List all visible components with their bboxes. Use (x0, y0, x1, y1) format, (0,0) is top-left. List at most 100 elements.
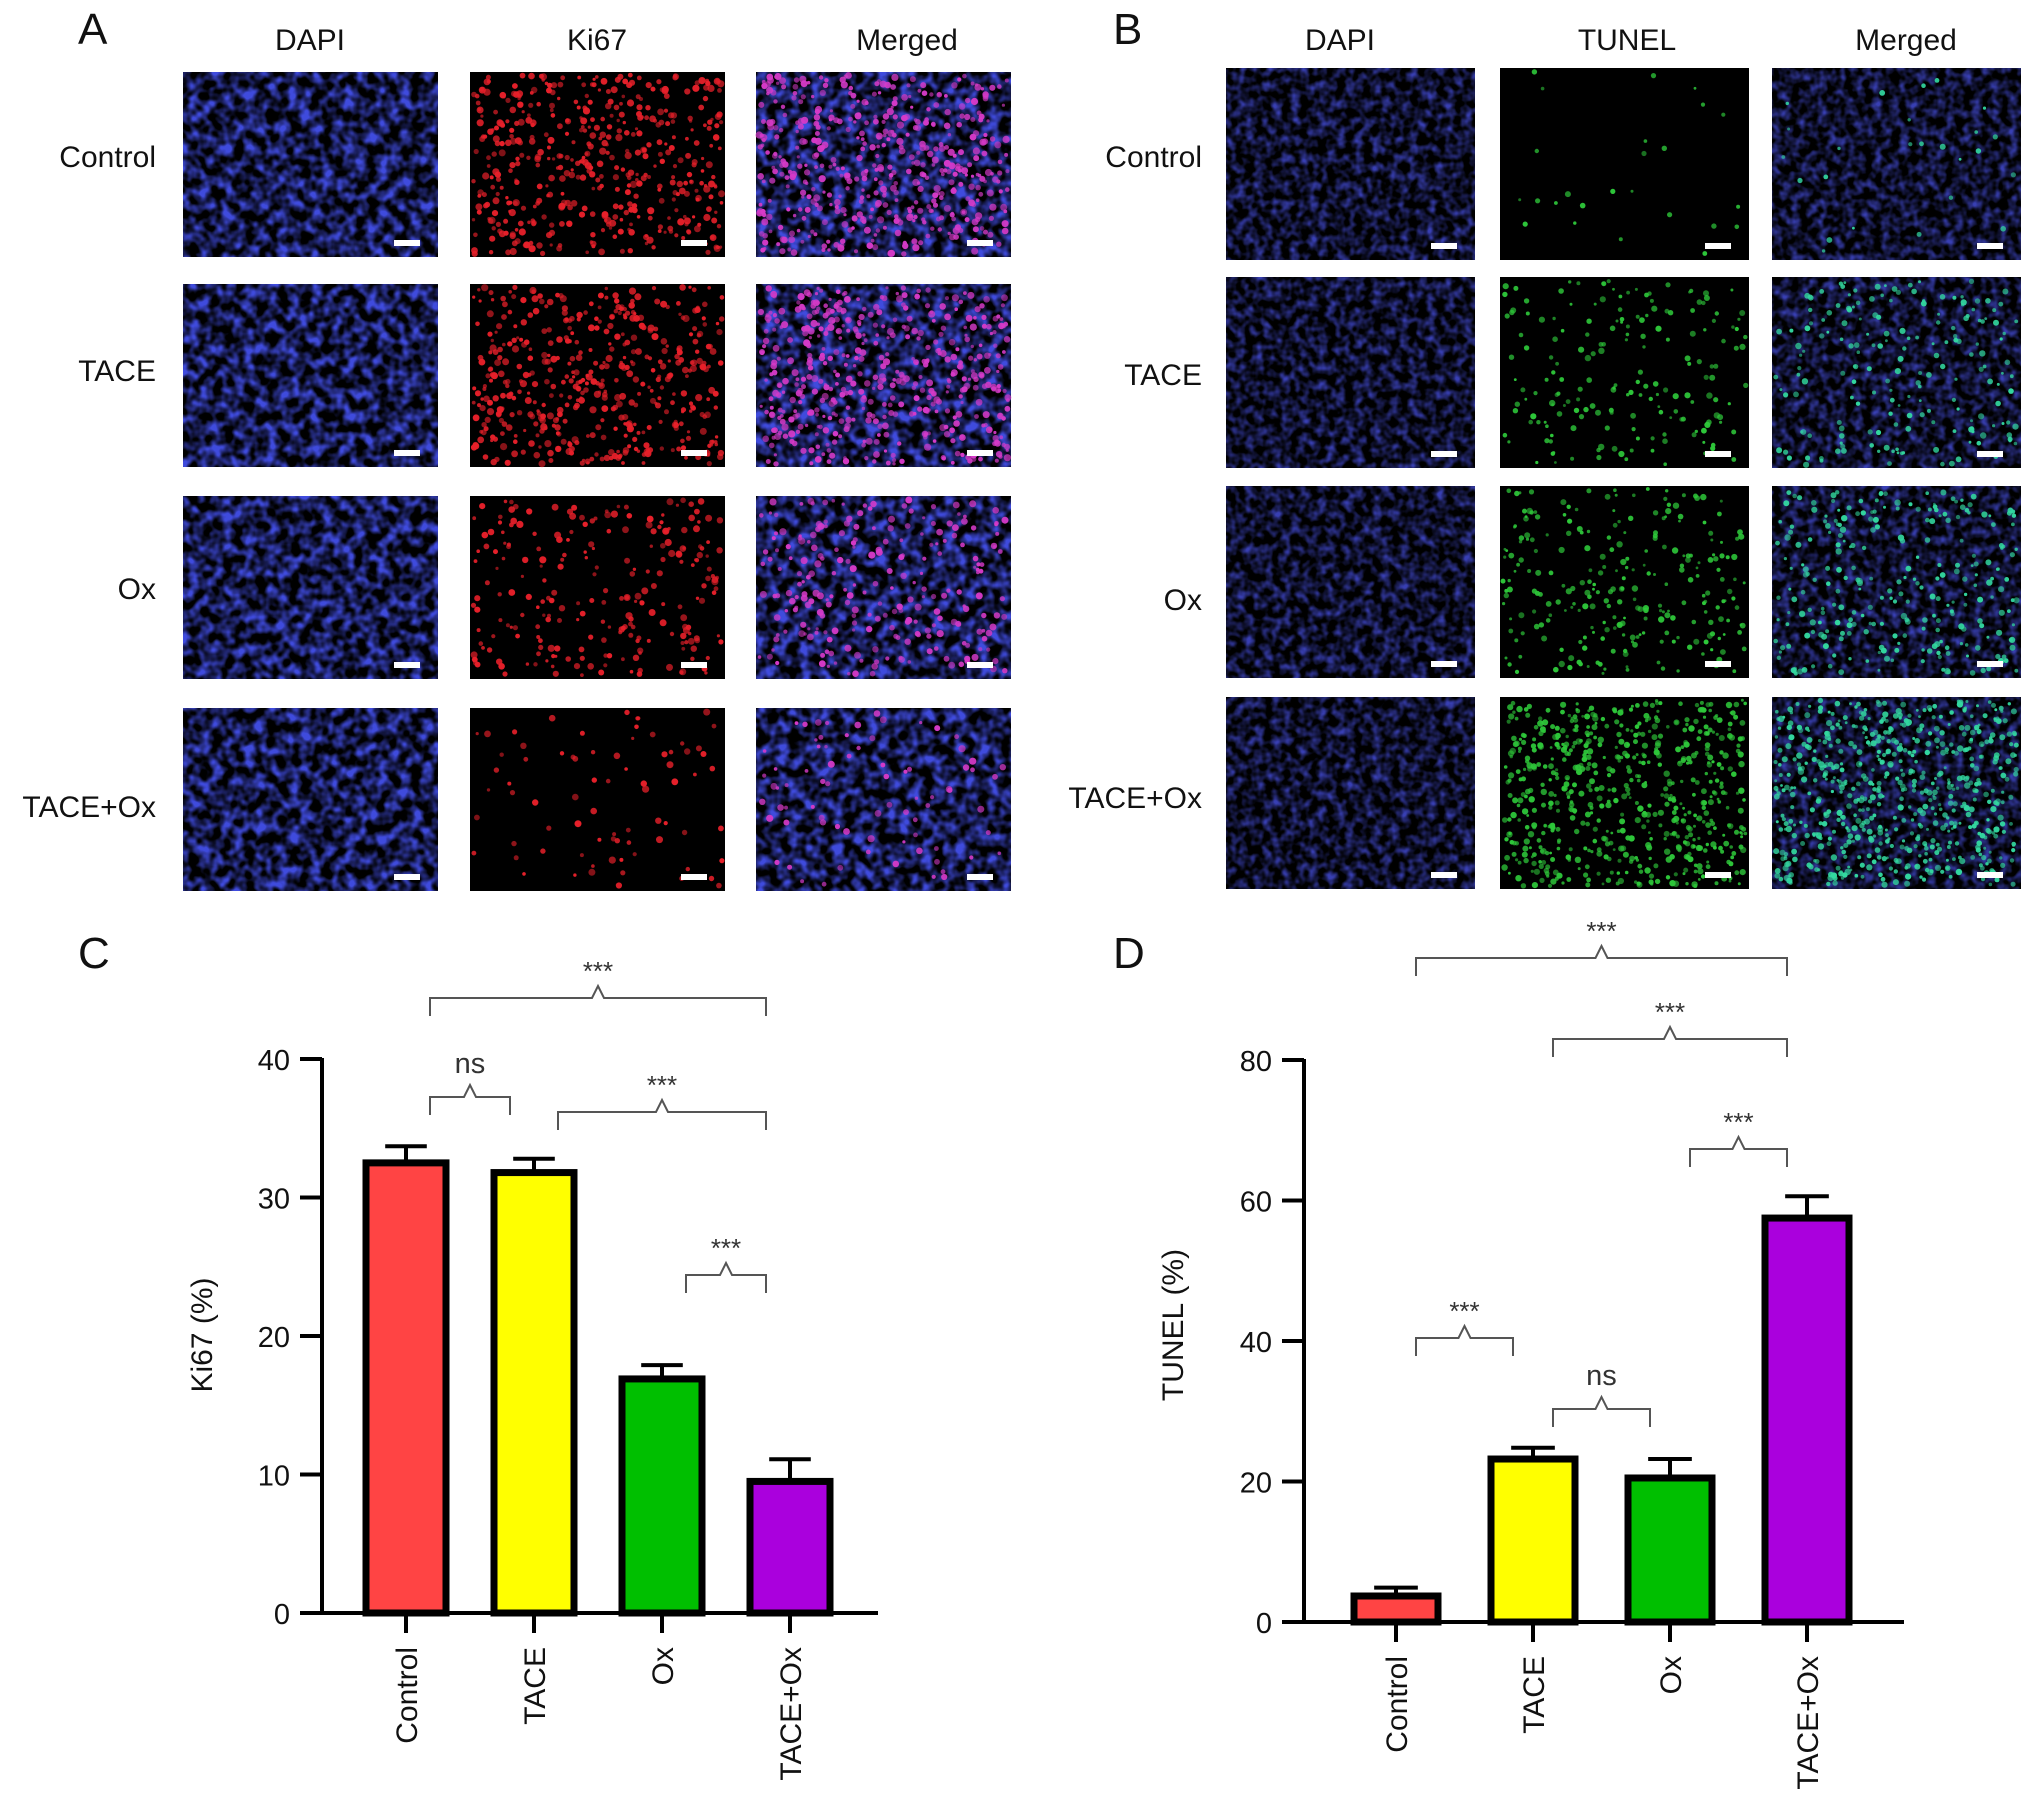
stain-spot (915, 119, 921, 125)
stain-spot (1932, 820, 1939, 826)
stain-spot (593, 124, 601, 131)
stain-spot (769, 411, 775, 417)
stain-spot (875, 333, 879, 337)
stain-spot (984, 367, 991, 374)
stain-spot (1548, 355, 1554, 360)
stain-spot (1595, 409, 1601, 416)
stain-spot (1667, 796, 1673, 802)
stain-spot (1808, 864, 1814, 870)
stain-spot (650, 583, 657, 589)
stain-spot (536, 546, 542, 552)
stain-spot (1632, 641, 1638, 648)
stain-spot (771, 536, 776, 541)
stain-spot (940, 455, 946, 461)
stain-spot (890, 129, 895, 134)
stain-spot (970, 81, 975, 86)
stain-spot (1554, 741, 1560, 748)
stain-spot (685, 866, 690, 872)
stain-spot (1609, 547, 1615, 553)
panel-letter-a: A (78, 5, 108, 54)
stain-spot (1973, 561, 1979, 567)
stain-spot (1872, 390, 1876, 395)
stain-spot (788, 169, 792, 174)
stain-spot (827, 355, 833, 361)
stain-spot (1681, 756, 1687, 762)
stain-spot (1790, 805, 1795, 810)
stain-spot (612, 174, 620, 181)
stain-spot (1911, 788, 1917, 793)
micrograph-dapi-ox (183, 496, 438, 679)
stain-spot (931, 318, 936, 323)
stain-spot (837, 243, 841, 247)
stain-spot (629, 222, 633, 227)
stain-spot (1004, 394, 1012, 401)
stain-spot (628, 79, 636, 86)
stain-spot (1659, 639, 1664, 644)
stain-spot (1643, 712, 1650, 719)
stain-spot (659, 619, 667, 627)
stain-spot (1977, 596, 1984, 603)
stain-spot (540, 423, 548, 431)
stain-spot (1876, 855, 1882, 860)
stain-spot (1974, 573, 1978, 577)
stain-spot (1953, 334, 1958, 339)
stain-spot (2009, 858, 2015, 863)
stain-spot (764, 81, 771, 88)
stain-spot (539, 298, 545, 305)
stain-spot (778, 155, 782, 159)
stain-spot (716, 882, 722, 889)
stain-spot (1545, 851, 1550, 856)
stain-spot (660, 543, 666, 549)
stain-spot (1898, 759, 1903, 764)
stain-spot (921, 595, 926, 599)
scale-bar (394, 240, 420, 246)
stain-spot (1840, 815, 1844, 819)
stain-spot (716, 329, 723, 336)
stain-spot (507, 341, 513, 347)
stain-spot (534, 153, 542, 161)
stain-spot (502, 342, 506, 347)
stain-spot (1886, 739, 1891, 744)
stain-spot (528, 440, 535, 447)
stain-spot (872, 244, 879, 251)
stain-spot (619, 304, 625, 310)
stain-spot (1590, 711, 1596, 718)
stain-spot (1841, 781, 1847, 787)
stain-spot (1567, 858, 1572, 862)
stain-spot (1854, 873, 1859, 878)
stain-spot (607, 98, 614, 105)
stain-spot (547, 145, 551, 150)
stain-spot (679, 670, 684, 675)
stain-spot (782, 433, 789, 439)
stain-spot (1839, 790, 1843, 794)
stain-spot (1727, 721, 1733, 727)
stain-spot (1671, 830, 1678, 837)
stain-spot (844, 296, 851, 303)
stain-spot (1622, 651, 1629, 657)
scale-bar (681, 874, 707, 880)
stain-spot (886, 801, 893, 808)
stain-spot (959, 113, 965, 119)
stain-spot (1811, 664, 1816, 669)
stain-spot (712, 134, 720, 141)
stain-spot (1783, 557, 1787, 561)
stain-spot (1502, 817, 1508, 823)
stain-spot (1874, 847, 1881, 853)
stain-spot (623, 433, 628, 438)
stain-spot (1834, 619, 1841, 626)
stain-spot (978, 647, 983, 652)
stain-spot (632, 654, 640, 661)
stain-spot (832, 430, 839, 437)
stain-spot (870, 238, 875, 243)
stain-spot (816, 306, 821, 311)
stain-spot (1952, 857, 1956, 861)
stain-spot (1999, 337, 2003, 341)
stain-spot (766, 86, 774, 94)
stain-spot (1866, 853, 1872, 859)
stain-spot (1695, 566, 1699, 570)
stain-spot (1002, 350, 1006, 354)
stain-spot (1003, 209, 1008, 214)
stain-spot (564, 154, 570, 161)
stain-spot (996, 241, 1002, 247)
stain-spot (1670, 781, 1675, 786)
